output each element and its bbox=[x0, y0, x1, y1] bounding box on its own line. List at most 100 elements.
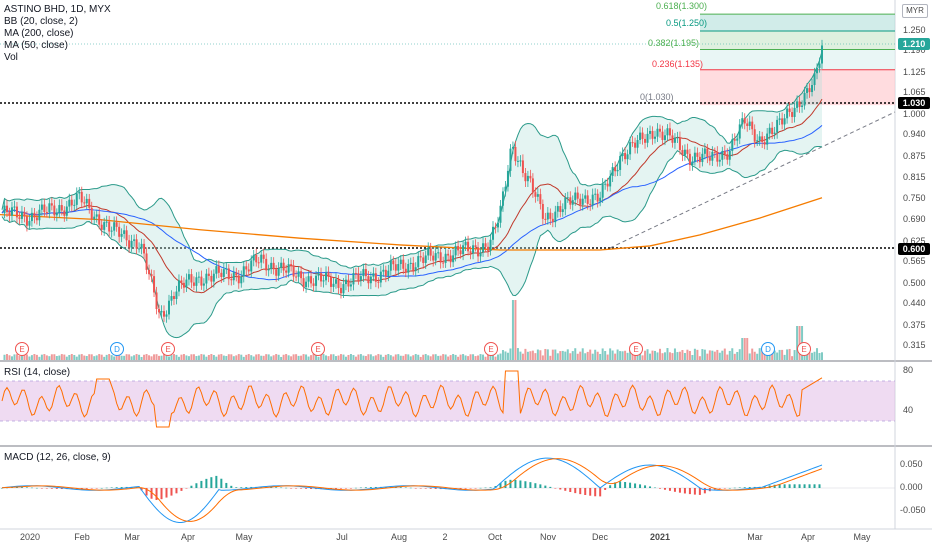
dividend-event-icon[interactable]: D bbox=[761, 342, 775, 356]
candle-body bbox=[644, 138, 647, 143]
macd-histogram-bar bbox=[349, 488, 352, 489]
earnings-event-icon[interactable]: E bbox=[797, 342, 811, 356]
candle-body bbox=[60, 205, 63, 211]
macd-histogram-bar bbox=[808, 484, 811, 488]
volume-bar bbox=[616, 349, 619, 360]
macd-histogram-bar bbox=[339, 488, 342, 489]
volume-bar bbox=[561, 350, 564, 360]
volume-bar bbox=[818, 352, 821, 360]
macd-histogram-bar bbox=[484, 487, 487, 489]
volume-bar bbox=[362, 355, 365, 360]
macd-histogram-bar bbox=[10, 487, 13, 488]
legend-ma200[interactable]: MA (200, close) bbox=[4, 28, 74, 39]
candle-body bbox=[751, 121, 754, 130]
earnings-event-icon[interactable]: E bbox=[161, 342, 175, 356]
macd-histogram-bar bbox=[529, 482, 532, 488]
volume-bar bbox=[245, 354, 248, 360]
macd-histogram-bar bbox=[798, 484, 801, 488]
ma50-line bbox=[1, 124, 823, 281]
volume-bar bbox=[30, 355, 33, 360]
candle-body bbox=[175, 291, 178, 299]
volume-bar bbox=[287, 355, 290, 360]
macd-histogram-bar bbox=[434, 488, 437, 489]
candle-body bbox=[50, 203, 53, 206]
candle-body bbox=[713, 151, 716, 153]
legend-vol[interactable]: Vol bbox=[4, 52, 18, 63]
indicator-legend: ASTINO BHD, 1D, MYX BB (20, close, 2) MA… bbox=[4, 4, 111, 64]
volume-bar bbox=[743, 338, 746, 360]
volume-bar bbox=[133, 355, 136, 360]
macd-histogram-bar bbox=[110, 487, 113, 488]
volume-bar bbox=[783, 354, 786, 360]
candle-body bbox=[554, 211, 557, 223]
candle-body bbox=[514, 146, 517, 162]
candle-body bbox=[738, 124, 741, 139]
earnings-event-icon[interactable]: E bbox=[629, 342, 643, 356]
candle-body bbox=[454, 245, 457, 256]
candle-body bbox=[8, 212, 11, 216]
price-tick: 0.625 bbox=[903, 235, 926, 246]
volume-bar bbox=[546, 349, 549, 360]
candle-body bbox=[432, 255, 435, 261]
volume-bar bbox=[604, 351, 607, 360]
macd-histogram-bar bbox=[748, 487, 751, 488]
volume-bar bbox=[661, 353, 664, 360]
volume-bar bbox=[584, 353, 587, 360]
volume-bar bbox=[140, 356, 143, 360]
volume-bar bbox=[713, 351, 716, 360]
candle-body bbox=[68, 199, 71, 207]
volume-bar bbox=[711, 350, 714, 360]
volume-bar bbox=[469, 354, 472, 360]
volume-bar bbox=[658, 348, 661, 360]
candle-body bbox=[80, 191, 83, 203]
earnings-event-icon[interactable]: E bbox=[15, 342, 29, 356]
rsi-label[interactable]: RSI (14, close) bbox=[4, 367, 71, 378]
volume-bar bbox=[492, 355, 495, 360]
macd-histogram-bar bbox=[579, 488, 582, 495]
volume-bar bbox=[811, 352, 814, 360]
volume-bar bbox=[170, 355, 173, 360]
candle-body bbox=[723, 150, 726, 155]
volume-bar bbox=[816, 348, 819, 360]
fib-level-label: 0(1.030) bbox=[640, 92, 674, 103]
candle-body bbox=[75, 193, 78, 205]
bb-upper bbox=[1, 51, 823, 269]
legend-bb[interactable]: BB (20, close, 2) bbox=[4, 16, 78, 27]
macd-histogram-bar bbox=[703, 488, 706, 494]
candle-body bbox=[594, 193, 597, 195]
candle-body bbox=[98, 214, 101, 225]
candle-body bbox=[58, 205, 61, 213]
volume-bar bbox=[65, 356, 68, 360]
candle-body bbox=[339, 287, 342, 294]
candle-body bbox=[110, 230, 113, 232]
candle-body bbox=[506, 170, 509, 187]
volume-bar bbox=[369, 354, 372, 360]
candle-body bbox=[464, 241, 467, 246]
candle-body bbox=[138, 248, 141, 250]
volume-bar bbox=[108, 354, 111, 360]
volume-bar bbox=[499, 353, 502, 360]
currency-badge[interactable]: MYR bbox=[902, 4, 928, 18]
volume-bar bbox=[155, 354, 158, 360]
candle-body bbox=[212, 273, 215, 282]
macd-histogram-bar bbox=[504, 480, 507, 488]
dividend-event-icon[interactable]: D bbox=[110, 342, 124, 356]
candle-body bbox=[666, 128, 669, 136]
time-tick: Dec bbox=[591, 532, 609, 542]
candle-body bbox=[611, 167, 614, 176]
legend-ma50[interactable]: MA (50, close) bbox=[4, 40, 68, 51]
earnings-event-icon[interactable]: E bbox=[484, 342, 498, 356]
candle-body bbox=[143, 243, 146, 254]
volume-bar bbox=[280, 356, 283, 360]
volume-bar bbox=[257, 354, 260, 360]
earnings-event-icon[interactable]: E bbox=[311, 342, 325, 356]
candle-body bbox=[798, 101, 801, 107]
macd-histogram-bar bbox=[644, 485, 647, 488]
volume-bar bbox=[649, 353, 652, 360]
candle-body bbox=[245, 266, 248, 270]
candle-body bbox=[803, 92, 806, 106]
volume-bar bbox=[434, 354, 437, 360]
symbol-title[interactable]: ASTINO BHD, 1D, MYX bbox=[4, 4, 111, 15]
macd-label[interactable]: MACD (12, 26, close, 9) bbox=[4, 452, 111, 463]
